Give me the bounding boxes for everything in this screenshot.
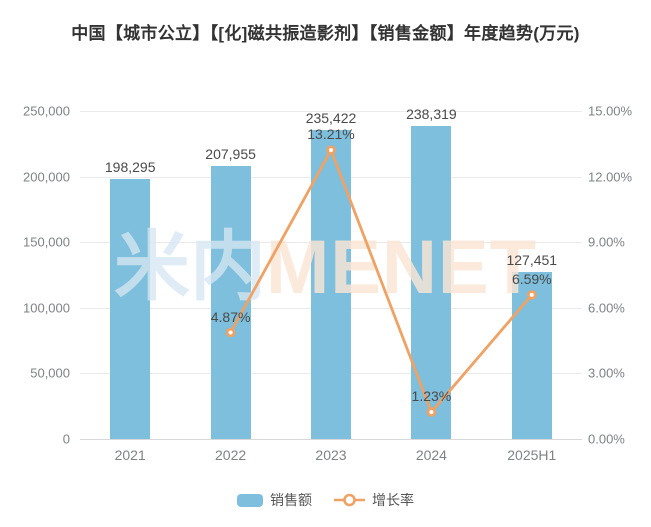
legend-item-growth[interactable]: 增长率 bbox=[334, 490, 414, 510]
y-axis-left-tick-label: 250,000 bbox=[23, 103, 70, 119]
sales-bar-swatch-icon bbox=[237, 493, 263, 507]
y-axis-right-tick-label: 15.00% bbox=[588, 103, 633, 119]
growth-value-label: 1.23% bbox=[411, 388, 452, 405]
growth-value-label: 6.59% bbox=[511, 270, 552, 287]
legend-sales-label: 销售额 bbox=[270, 492, 312, 508]
y-axis-left-tick-label: 150,000 bbox=[23, 234, 70, 250]
y-axis-right-tick-label: 12.00% bbox=[588, 169, 633, 185]
chart-legend: 销售额 增长率 bbox=[0, 490, 651, 510]
y-axis-right-tick-label: 0.00% bbox=[588, 431, 625, 447]
sales-value-label: 198,295 bbox=[104, 158, 156, 175]
x-axis-line bbox=[80, 439, 582, 440]
gridline bbox=[80, 111, 582, 112]
x-axis-category-label: 2024 bbox=[415, 447, 447, 463]
x-axis-category-label: 2023 bbox=[315, 447, 347, 463]
y-axis-right-tick-label: 3.00% bbox=[588, 365, 625, 381]
y-axis-right-tick-label: 9.00% bbox=[588, 234, 625, 250]
growth-value-label: 4.87% bbox=[210, 308, 251, 325]
y-axis-left-tick-label: 200,000 bbox=[23, 169, 70, 185]
y-axis-right-tick-label: 6.00% bbox=[588, 300, 625, 316]
legend-growth-label: 增长率 bbox=[372, 492, 414, 508]
growth-value-label: 13.21% bbox=[307, 126, 355, 143]
y-axis-left-tick-label: 100,000 bbox=[23, 300, 70, 316]
sales-bar bbox=[511, 271, 552, 439]
sales-value-label: 238,319 bbox=[406, 106, 457, 123]
x-axis-category-label: 2025H1 bbox=[507, 447, 557, 463]
growth-line-swatch-icon bbox=[334, 493, 365, 507]
chart-title: 中国【城市公立】【[化]磁共振造影剂】【销售金额】年度趋势(万元) bbox=[71, 24, 580, 43]
sales-bar bbox=[311, 130, 351, 439]
legend-item-sales[interactable]: 销售额 bbox=[237, 490, 312, 510]
y-axis-left-tick-label: 0 bbox=[62, 431, 70, 447]
y-axis-left-tick-label: 50,000 bbox=[30, 365, 70, 381]
sales-value-label: 235,422 bbox=[305, 110, 357, 127]
sales-bar bbox=[110, 178, 151, 439]
sales-value-label: 127,451 bbox=[506, 251, 558, 268]
x-axis-category-label: 2022 bbox=[215, 447, 247, 463]
sales-value-label: 207,955 bbox=[205, 146, 256, 163]
sales-bar bbox=[210, 166, 251, 439]
x-axis-category-label: 2021 bbox=[114, 447, 146, 463]
